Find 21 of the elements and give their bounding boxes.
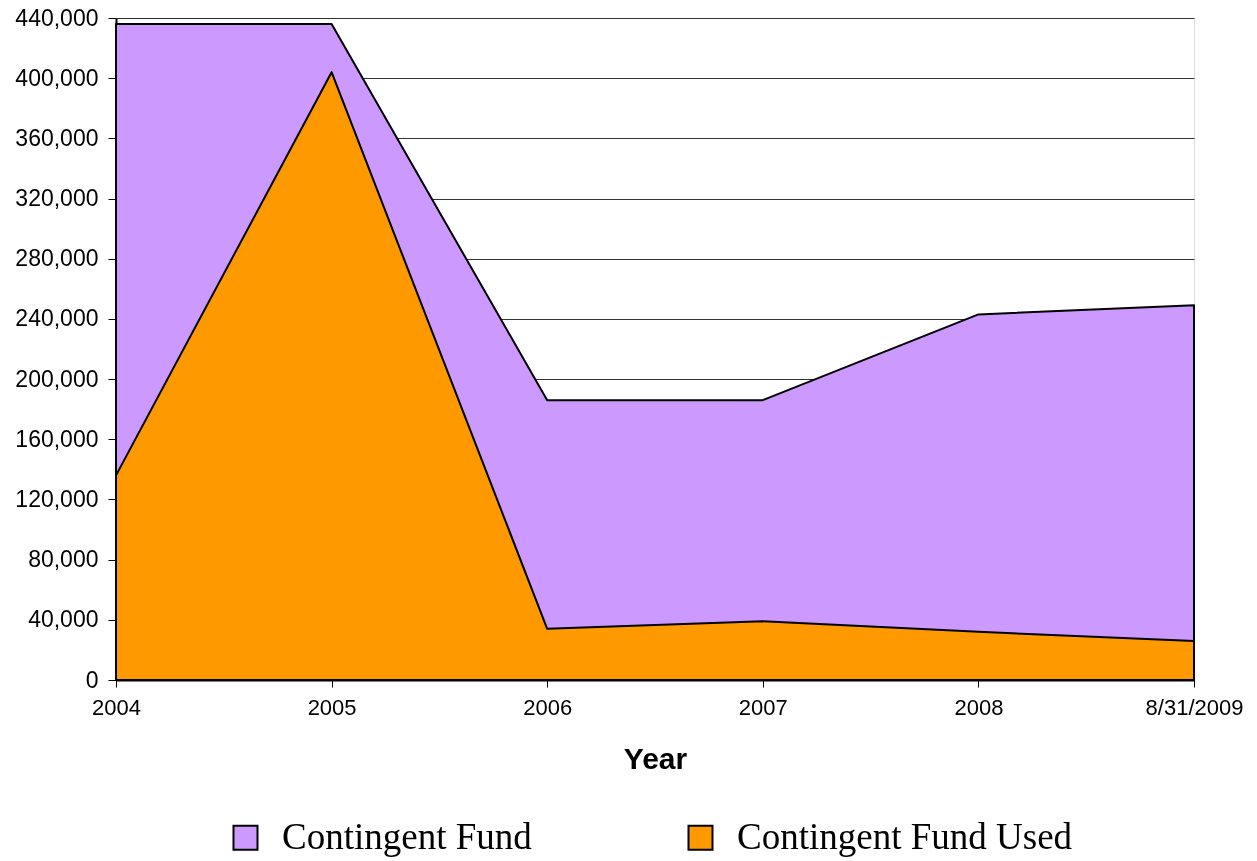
y-tick-label: 200,000	[15, 365, 99, 392]
y-tick-label: 40,000	[28, 606, 99, 633]
x-tick-label: 8/31/2009	[1145, 694, 1244, 720]
x-tick-label: 2005	[307, 694, 357, 720]
y-tick-label: 120,000	[15, 485, 99, 512]
legend-label: Contingent Fund	[282, 815, 533, 857]
y-tick-label: 240,000	[15, 305, 99, 332]
x-tick-label: 2006	[523, 694, 573, 720]
y-tick-label: 160,000	[15, 425, 99, 452]
y-tick-label: 0	[85, 666, 99, 693]
x-axis-title: Year	[623, 741, 688, 775]
x-tick-label: 2007	[738, 694, 788, 720]
y-tick-label: 440,000	[15, 4, 99, 31]
y-tick-label: 280,000	[15, 245, 99, 272]
y-tick-label: 360,000	[15, 124, 99, 151]
y-tick-label: 320,000	[15, 185, 99, 212]
y-tick-label: 400,000	[15, 64, 99, 91]
y-tick-label: 80,000	[28, 546, 99, 573]
x-tick-label: 2008	[954, 694, 1004, 720]
legend-label: Contingent Fund Used	[737, 815, 1073, 857]
x-tick-label: 2004	[92, 694, 141, 720]
